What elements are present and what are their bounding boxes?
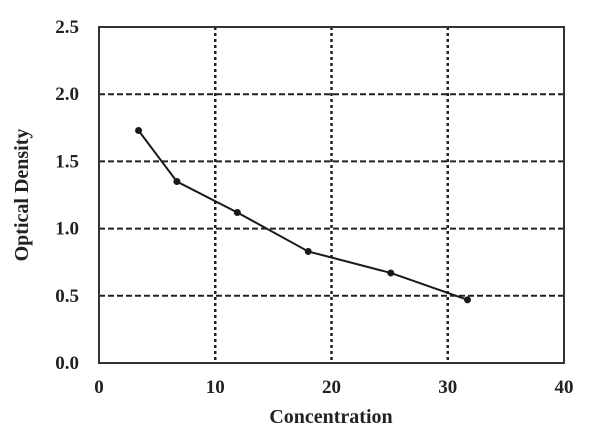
data-point-marker [387, 269, 395, 277]
y-tick-label: 1.0 [55, 219, 79, 240]
x-axis-label: Concentration [269, 406, 392, 428]
x-tick-label: 40 [555, 377, 574, 398]
y-tick-label: 2.5 [55, 17, 79, 38]
data-point-marker [173, 178, 181, 186]
y-tick-label: 0.5 [55, 286, 79, 307]
y-tick-label: 0.0 [55, 353, 79, 374]
data-point-marker [233, 208, 241, 216]
plot-frame [98, 26, 565, 364]
y-tick-label: 1.5 [55, 151, 79, 172]
data-series [135, 126, 472, 304]
x-tick-label: 0 [94, 377, 104, 398]
y-axis-label: Optical Density [11, 129, 33, 262]
x-tick-label: 10 [206, 377, 225, 398]
gridlines [99, 27, 564, 363]
x-tick-label: 30 [438, 377, 457, 398]
data-point-marker [135, 126, 143, 134]
series-line [137, 129, 468, 301]
y-axis-ticks: 0.0 0.5 1.0 1.5 2.0 2.5 [55, 17, 79, 374]
x-tick-label: 20 [322, 377, 341, 398]
y-tick-label: 2.0 [55, 84, 79, 105]
data-point-marker [464, 296, 472, 304]
x-axis-ticks: 0 10 20 30 40 [94, 377, 573, 398]
data-point-marker [304, 247, 312, 255]
